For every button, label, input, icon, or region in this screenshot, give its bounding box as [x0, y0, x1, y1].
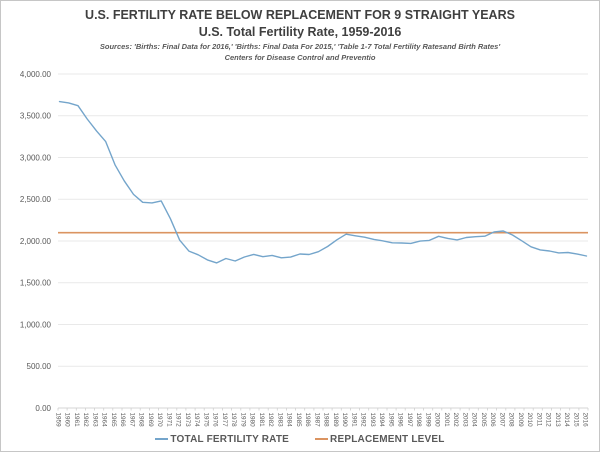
x-axis-label: 1969: [147, 413, 154, 428]
x-axis-label: 2011: [535, 413, 542, 427]
x-axis-label: 2015: [572, 413, 579, 428]
x-axis-label: 1974: [193, 413, 200, 428]
legend-label: TOTAL FERTILITY RATE: [170, 433, 290, 445]
x-axis-label: 2009: [517, 413, 524, 428]
x-axis-label: 2013: [554, 413, 561, 428]
x-axis-label: 1986: [304, 413, 311, 428]
x-axis-label: 1959: [55, 413, 62, 428]
x-axis-label: 1994: [378, 413, 385, 428]
chart-source-line-2: Centers for Disease Control and Preventi…: [224, 53, 376, 62]
x-axis-label: 1967: [129, 413, 136, 428]
x-axis-label: 1999: [424, 413, 431, 428]
x-axis-label: 1966: [119, 413, 126, 428]
x-axis-label: 2016: [582, 413, 589, 428]
x-axis-label: 2010: [526, 413, 533, 428]
x-axis-label: 1976: [212, 413, 219, 428]
x-axis-label: 1973: [184, 413, 191, 428]
x-axis-label: 1963: [92, 413, 99, 428]
x-axis-label: 2004: [471, 413, 478, 428]
x-axis-label: 2014: [563, 413, 570, 428]
x-axis-label: 1962: [82, 413, 89, 428]
x-axis-label: 2001: [443, 413, 450, 428]
y-axis-label: 500.00: [27, 362, 52, 371]
x-axis-label: 1984: [286, 413, 293, 428]
x-axis-label: 1992: [360, 413, 367, 428]
x-axis-label: 1960: [64, 413, 71, 428]
x-axis-label: 1993: [369, 413, 376, 428]
x-axis-label: 2008: [508, 413, 515, 428]
x-axis-label: 1982: [267, 413, 274, 428]
x-axis-label: 1972: [175, 413, 182, 428]
y-axis-label: 0.00: [35, 404, 51, 413]
chart-header: U.S. FERTILITY RATE BELOW REPLACEMENT FO…: [1, 1, 599, 63]
x-axis-label: 1964: [101, 413, 108, 428]
x-axis-label: 1968: [138, 413, 145, 428]
chart-title: U.S. FERTILITY RATE BELOW REPLACEMENT FO…: [85, 8, 515, 22]
x-axis-label: 2005: [480, 413, 487, 428]
x-axis-label: 2006: [489, 413, 496, 428]
legend-item-total-fertility-rate: TOTAL FERTILITY RATE: [155, 434, 289, 445]
x-axis-label: 1977: [221, 413, 228, 428]
y-axis-label: 3,000.00: [20, 153, 52, 162]
x-axis-label: 1971: [165, 413, 172, 428]
x-axis-label: 1970: [156, 413, 163, 428]
y-axis-label: 4,000.00: [20, 70, 52, 79]
chart-legend: TOTAL FERTILITY RATE REPLACEMENT LEVEL: [1, 430, 599, 448]
y-axis-label: 3,500.00: [20, 112, 52, 121]
x-axis-label: 1996: [397, 413, 404, 428]
chart-subtitle: U.S. Total Fertility Rate, 1959-2016: [198, 25, 402, 39]
x-axis-label: 1990: [341, 413, 348, 428]
x-axis-label: 1991: [350, 413, 357, 428]
line-swatch-icon: [315, 438, 329, 440]
x-axis-label: 1979: [239, 413, 246, 428]
x-axis-label: 1989: [332, 413, 339, 428]
x-axis-label: 2007: [498, 413, 505, 428]
chart-source-line-1: Sources: 'Births: Final Data for 2016,' …: [99, 42, 501, 51]
x-axis-label: 1985: [295, 413, 302, 428]
x-axis-label: 1965: [110, 413, 117, 428]
y-axis-label: 2,000.00: [20, 237, 52, 246]
x-axis-label: 1998: [415, 413, 422, 428]
x-axis-label: 1980: [249, 413, 256, 428]
x-axis-label: 1987: [313, 413, 320, 428]
y-axis-label: 1,500.00: [20, 279, 52, 288]
x-axis-label: 2002: [452, 413, 459, 428]
x-axis-label: 1988: [323, 413, 330, 428]
x-axis-label: 2000: [434, 413, 441, 428]
x-axis-label: 1975: [202, 413, 209, 428]
legend-item-replacement-level: REPLACEMENT LEVEL: [315, 434, 445, 445]
x-axis-label: 1981: [258, 413, 265, 428]
line-swatch-icon: [155, 438, 169, 440]
x-axis-label: 1995: [387, 413, 394, 428]
x-axis-label: 1997: [406, 413, 413, 428]
y-axis-label: 2,500.00: [20, 195, 52, 204]
legend-label: REPLACEMENT LEVEL: [330, 433, 445, 445]
x-axis-label: 1961: [73, 413, 80, 428]
x-axis-label: 2003: [461, 413, 468, 428]
x-axis-label: 1983: [276, 413, 283, 428]
x-axis-label: 2012: [545, 413, 552, 428]
x-axis-label: 1978: [230, 413, 237, 428]
total-fertility-rate-line: [58, 100, 588, 264]
y-axis-label: 1,000.00: [20, 320, 52, 329]
